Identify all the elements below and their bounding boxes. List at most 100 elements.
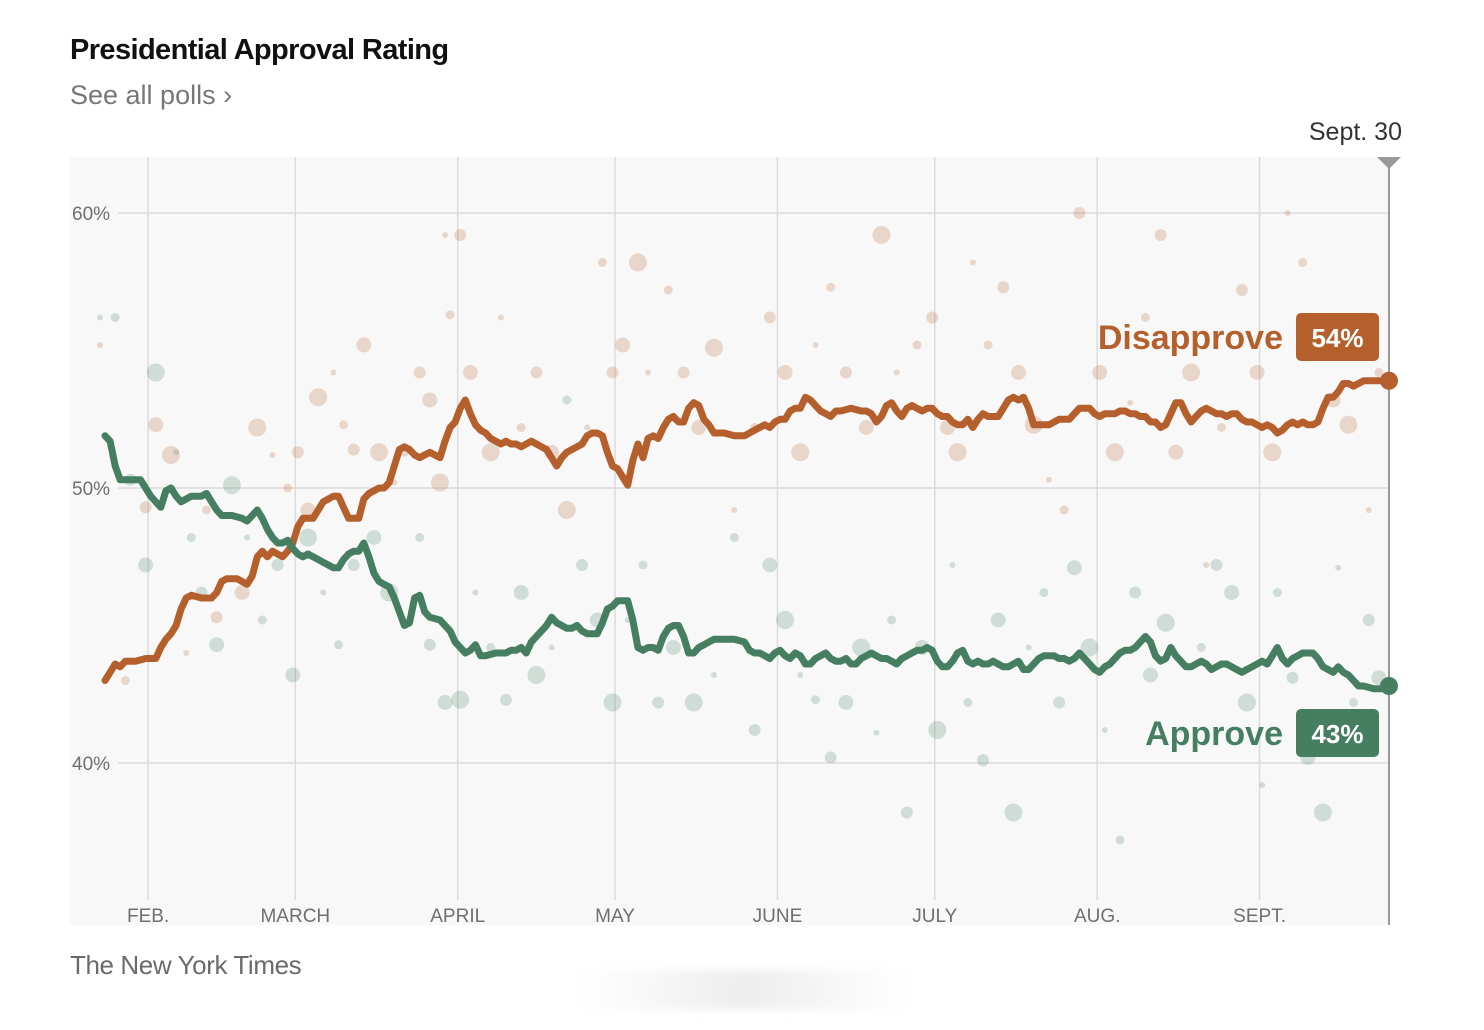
- disapprove-poll-dot: [705, 338, 724, 357]
- disapprove-poll-dot: [309, 388, 328, 407]
- approve-poll-dot: [146, 363, 165, 382]
- approve-poll-dot: [729, 533, 739, 542]
- current-date-marker-triangle-icon: [1377, 157, 1401, 169]
- disapprove-poll-dot: [202, 505, 212, 515]
- disapprove-poll-dot: [645, 369, 652, 376]
- disapprove-poll-dot: [269, 452, 276, 458]
- disapprove-value: 54%: [1311, 323, 1363, 353]
- approve-poll-dot: [1348, 698, 1358, 707]
- disapprove-poll-dot: [1011, 365, 1027, 380]
- disapprove-poll-dot: [615, 337, 631, 353]
- approve-poll-dot: [638, 560, 648, 570]
- disapprove-poll-dot: [497, 314, 504, 321]
- disapprove-poll-dot: [893, 369, 900, 376]
- x-tick-label: AUG.: [1074, 906, 1120, 927]
- disapprove-poll-dot: [1249, 365, 1265, 380]
- approve-poll-dot: [299, 528, 318, 547]
- approve-poll-dot: [366, 530, 382, 545]
- disapprove-poll-dot: [1127, 399, 1134, 406]
- current-date-label: Sept. 30: [1308, 118, 1402, 146]
- disapprove-poll-dot: [731, 507, 738, 513]
- approve-poll-dot: [824, 751, 837, 764]
- approve-poll-dot: [1259, 782, 1266, 788]
- x-gridlines: [147, 157, 1261, 900]
- disapprove-poll-dot: [557, 501, 576, 519]
- approve-poll-dot: [1362, 614, 1375, 626]
- disapprove-poll-dot: [791, 443, 810, 462]
- approve-poll-dot: [257, 615, 267, 625]
- source-credit: The New York Times: [70, 950, 302, 980]
- approve-poll-dot: [748, 724, 761, 736]
- x-tick-label: MAY: [595, 906, 635, 927]
- disapprove-poll-dot: [370, 443, 389, 462]
- disapprove-poll-dot: [597, 258, 607, 267]
- disapprove-poll-dot: [161, 446, 180, 464]
- disapprove-poll-dot: [969, 259, 976, 266]
- approve-poll-dot: [415, 533, 425, 542]
- disapprove-poll-dot: [1154, 229, 1167, 241]
- disapprove-poll-dot: [1339, 415, 1358, 434]
- disapprove-poll-dot: [248, 418, 267, 437]
- x-tick-label: FEB.: [127, 906, 169, 927]
- disapprove-poll-dot: [677, 366, 690, 379]
- approve-poll-dot: [1053, 696, 1066, 709]
- disapprove-value-badge: [1296, 313, 1379, 361]
- approve-poll-dot: [96, 314, 103, 321]
- approve-poll-dot: [1129, 586, 1142, 599]
- approve-poll-dot: [209, 637, 225, 653]
- y-gridlines: [118, 212, 1389, 764]
- approve-value-badge: [1296, 709, 1379, 757]
- disapprove-poll-dot: [858, 420, 874, 435]
- approve-poll-dot: [173, 449, 180, 456]
- x-tick-label: APRIL: [430, 906, 485, 927]
- approve-poll-dot: [1142, 667, 1158, 683]
- y-axis-labels: 60% 50% 40%: [72, 204, 110, 775]
- approve-poll-dot: [603, 693, 622, 712]
- approve-poll-dot: [1004, 803, 1023, 822]
- x-tick-label: MARCH: [260, 906, 330, 927]
- disapprove-poll-dot: [1217, 423, 1227, 432]
- disapprove-poll-dot: [413, 366, 426, 379]
- disapprove-poll-dot: [1059, 505, 1069, 515]
- disapprove-poll-dot: [1263, 443, 1282, 462]
- disapprove-trend-line: [101, 377, 1393, 684]
- disapprove-poll-dot: [1235, 284, 1248, 296]
- approve-poll-dot: [347, 559, 360, 571]
- disapprove-poll-dot: [1298, 258, 1308, 267]
- disapprove-poll-dot: [1168, 444, 1184, 460]
- approve-poll-dot: [1272, 588, 1282, 597]
- disapprove-poll-dot: [983, 340, 993, 350]
- y-tick-label: 50%: [72, 479, 110, 500]
- disapprove-poll-dot: [347, 443, 360, 456]
- plot-background: [70, 157, 1389, 925]
- approve-poll-dot: [513, 585, 529, 600]
- disapprove-poll-dot: [234, 585, 250, 600]
- disapprove-poll-dot: [1092, 365, 1108, 380]
- approve-trend-line: [101, 432, 1393, 693]
- approve-poll-dot: [762, 557, 778, 573]
- approve-poll-dot: [1237, 693, 1256, 712]
- disapprove-poll-dot: [300, 502, 316, 518]
- see-all-polls-link[interactable]: See all polls ›: [70, 80, 233, 110]
- approve-poll-dot: [1115, 835, 1125, 845]
- approve-poll-dot: [684, 693, 703, 712]
- approve-poll-dot: [527, 666, 546, 684]
- disapprove-poll-dot: [183, 650, 190, 656]
- disapprove-poll-dot: [430, 473, 449, 492]
- disapprove-poll-dot: [628, 253, 647, 272]
- approve-poll-dot: [811, 695, 821, 705]
- disapprove-poll-dot: [291, 446, 304, 459]
- disapprove-poll-dot: [1284, 210, 1291, 216]
- x-tick-label: SEPT.: [1233, 906, 1286, 927]
- approve-poll-dot: [437, 695, 453, 710]
- disapprove-poll-dot: [691, 420, 707, 435]
- disapprove-poll-dot: [872, 226, 891, 244]
- disapprove-poll-dot: [948, 443, 967, 462]
- disapprove-poll-dot: [120, 676, 130, 685]
- approve-poll-dot: [1335, 564, 1342, 571]
- disapprove-poll-dot: [516, 423, 526, 432]
- approve-poll-dot: [928, 721, 947, 739]
- approve-poll-dot: [776, 611, 795, 629]
- disapprove-poll-dot: [1045, 476, 1052, 483]
- disapprove-poll-dot: [1073, 207, 1086, 219]
